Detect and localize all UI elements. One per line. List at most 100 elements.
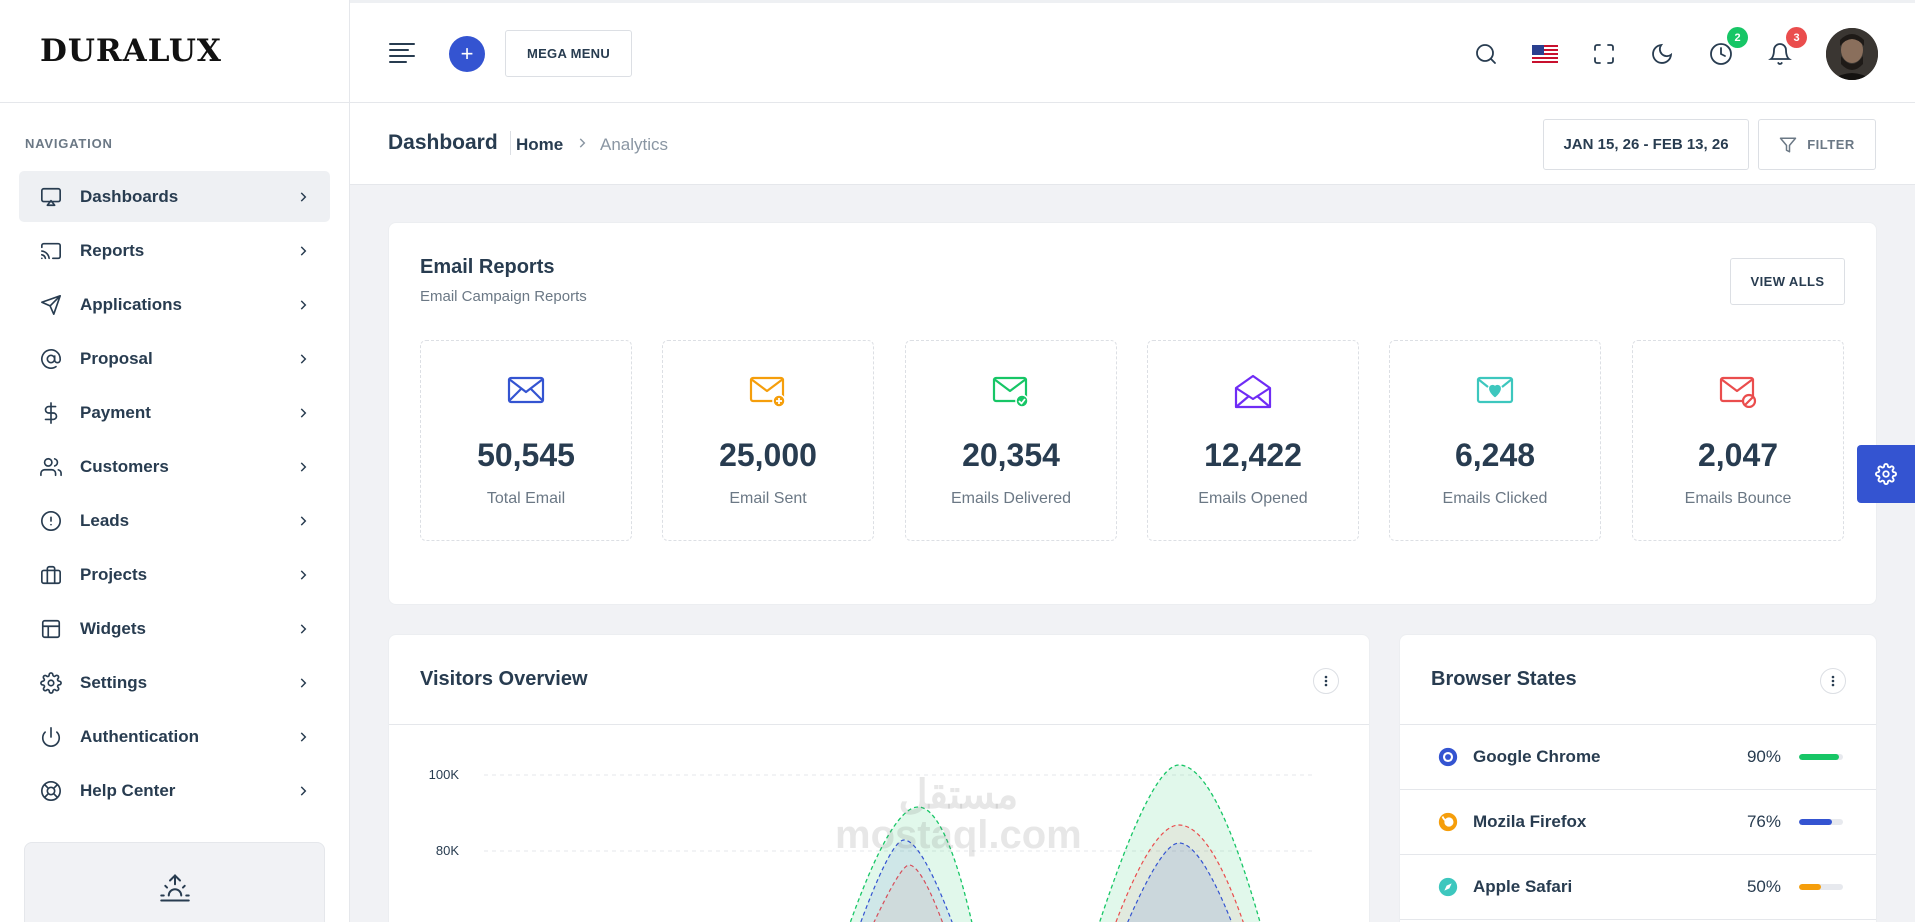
sidebar-item-settings[interactable]: Settings: [19, 657, 330, 708]
sidebar-item-reports[interactable]: Reports: [19, 225, 330, 276]
divider: [389, 724, 1369, 725]
mail-blocked-icon: [1633, 374, 1843, 408]
firefox-icon: [1438, 812, 1458, 832]
browser-progress-fill: [1799, 754, 1839, 760]
stat-email-sent[interactable]: 25,000 Email Sent: [662, 340, 874, 541]
safari-icon: [1438, 877, 1458, 897]
filter-label: FILTER: [1807, 137, 1855, 152]
nav-list: Dashboards Reports Applications Proposal…: [0, 171, 349, 816]
browser-progress-fill: [1799, 884, 1821, 890]
sidebar-item-help-center[interactable]: Help Center: [19, 765, 330, 816]
y-tick-label: 100K: [429, 767, 460, 782]
stat-emails-clicked[interactable]: 6,248 Emails Clicked: [1389, 340, 1601, 541]
sidebar-promo-card: [24, 842, 325, 922]
alert-circle-icon: [39, 509, 63, 533]
avatar[interactable]: [1826, 28, 1878, 80]
chevron-right-icon: [300, 245, 307, 256]
stat-label: Emails Delivered: [950, 490, 1072, 507]
watermark-line-1: مستقل: [898, 773, 1019, 817]
clock-icon[interactable]: 2: [1708, 27, 1748, 67]
mega-menu-button[interactable]: MEGA MENU: [505, 30, 632, 77]
dollar-icon: [39, 401, 63, 425]
sidebar-item-label: Leads: [80, 510, 130, 530]
browser-states-card: Browser States Google Chrome 90% Mozila …: [1399, 634, 1877, 922]
chevron-right-icon: [579, 138, 586, 148]
stat-value: 50,545: [477, 437, 575, 473]
sidebar-item-customers[interactable]: Customers: [19, 441, 330, 492]
mail-heart-icon: [1390, 374, 1600, 406]
browser-name: Google Chrome: [1473, 747, 1601, 766]
card-title: Email Reports: [420, 256, 555, 278]
stat-emails-bounce[interactable]: 2,047 Emails Bounce: [1632, 340, 1844, 541]
stat-value: 6,248: [1454, 437, 1536, 473]
page-header: Dashboard Home Analytics JAN 15, 26 - FE…: [350, 103, 1915, 185]
sidebar-item-label: Applications: [80, 294, 183, 314]
stat-value: 12,422: [1204, 437, 1302, 473]
sidebar-item-leads[interactable]: Leads: [19, 495, 330, 546]
sidebar-item-dashboards[interactable]: Dashboards: [19, 171, 330, 222]
browser-percent: 76%: [1746, 812, 1781, 831]
theme-settings-button[interactable]: [1857, 445, 1915, 503]
card-subtitle: Email Campaign Reports: [420, 288, 587, 305]
filter-button[interactable]: FILTER: [1758, 119, 1876, 170]
us-flag-icon[interactable]: [1532, 41, 1558, 67]
users-icon: [39, 455, 63, 479]
card-title: Visitors Overview: [420, 668, 588, 690]
sidebar-item-proposal[interactable]: Proposal: [19, 333, 330, 384]
sidebar-item-label: Authentication: [80, 726, 199, 746]
sidebar-item-label: Projects: [80, 564, 148, 584]
dark-mode-moon-icon[interactable]: [1649, 41, 1675, 67]
bell-icon[interactable]: 3: [1767, 27, 1807, 67]
browser-name: Mozila Firefox: [1473, 812, 1587, 831]
visitors-chart: 100K 80K: [429, 764, 1314, 922]
sidebar-item-applications[interactable]: Applications: [19, 279, 330, 330]
browser-name: Apple Safari: [1473, 877, 1573, 896]
add-button[interactable]: +: [449, 36, 485, 72]
more-options-icon[interactable]: [1313, 668, 1339, 694]
breadcrumb-current: Analytics: [600, 135, 669, 154]
email-reports-card: Email Reports Email Campaign Reports VIE…: [388, 222, 1877, 605]
sidebar-item-payment[interactable]: Payment: [19, 387, 330, 438]
area-series-red: [873, 824, 1244, 922]
logo[interactable]: DURALUX: [40, 33, 222, 69]
mail-check-icon: [906, 374, 1116, 408]
browser-progress-fill: [1799, 819, 1833, 825]
stat-emails-delivered[interactable]: 20,354 Emails Delivered: [905, 340, 1117, 541]
mail-icon: [421, 374, 631, 406]
browser-row[interactable]: Apple Safari 50%: [1400, 855, 1876, 920]
fullscreen-icon[interactable]: [1591, 41, 1617, 67]
mail-plus-icon: [663, 374, 873, 408]
browser-row[interactable]: Mozila Firefox 76%: [1400, 790, 1876, 855]
sidebar-item-label: Payment: [80, 402, 151, 422]
sidebar-item-label: Help Center: [80, 780, 176, 800]
chevron-right-icon: [300, 353, 307, 364]
chevron-right-icon: [300, 461, 307, 472]
stat-value: 25,000: [719, 437, 817, 473]
area-series-green: [849, 764, 1261, 922]
browser-percent: 90%: [1746, 747, 1781, 766]
chevron-right-icon: [300, 191, 307, 202]
breadcrumb-home[interactable]: Home: [516, 135, 564, 154]
chevron-right-icon: [300, 569, 307, 580]
sidebar-item-label: Widgets: [80, 618, 146, 638]
browser-row[interactable]: Google Chrome 90%: [1400, 725, 1876, 790]
view-all-button[interactable]: VIEW ALLS: [1730, 258, 1845, 305]
date-range-picker[interactable]: JAN 15, 26 - FEB 13, 26: [1543, 119, 1749, 170]
stat-emails-opened[interactable]: 12,422 Emails Opened: [1147, 340, 1359, 541]
divider: [1400, 724, 1876, 725]
stat-total-email[interactable]: 50,545 Total Email: [420, 340, 632, 541]
card-title: Browser States: [1431, 668, 1577, 690]
layout-icon: [39, 617, 63, 641]
sidebar-item-authentication[interactable]: Authentication: [19, 711, 330, 762]
sidebar-item-label: Reports: [80, 240, 145, 260]
sidebar-item-projects[interactable]: Projects: [19, 549, 330, 600]
sunrise-icon: [159, 874, 190, 902]
search-icon[interactable]: [1473, 41, 1499, 67]
page-title: Dashboard: [388, 131, 511, 155]
gear-icon: [39, 671, 63, 695]
browser-percent: 50%: [1746, 877, 1781, 896]
more-options-icon[interactable]: [1820, 668, 1846, 694]
timer-badge: 2: [1727, 27, 1748, 48]
menu-toggle-icon[interactable]: [388, 41, 416, 68]
sidebar-item-widgets[interactable]: Widgets: [19, 603, 330, 654]
